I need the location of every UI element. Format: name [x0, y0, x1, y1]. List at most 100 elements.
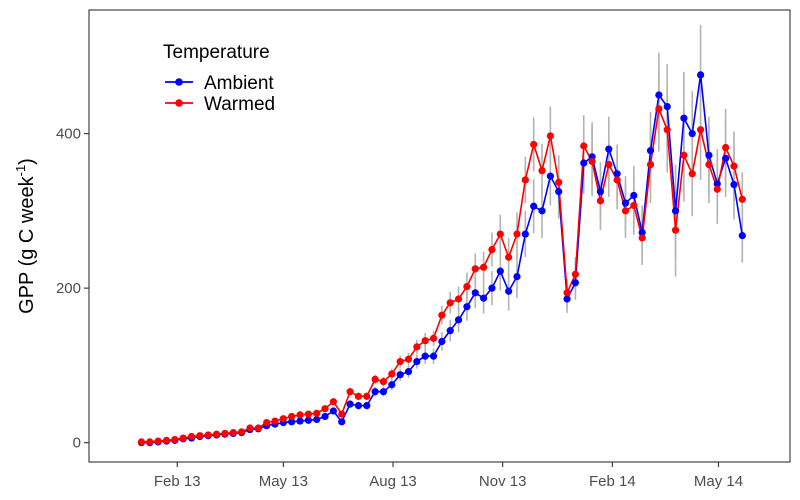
point-warmed: [563, 289, 571, 297]
point-ambient: [413, 357, 421, 366]
point-warmed: [346, 388, 354, 396]
point-ambient: [580, 159, 588, 167]
point-warmed: [630, 201, 638, 210]
point-warmed: [530, 140, 538, 149]
point-ambient: [705, 151, 713, 159]
point-ambient: [655, 91, 663, 99]
point-warmed: [596, 197, 605, 205]
point-warmed: [521, 176, 529, 184]
series-points: [137, 71, 746, 447]
point-warmed: [329, 398, 337, 406]
point-warmed: [179, 434, 187, 442]
point-ambient: [638, 228, 646, 237]
point-warmed: [313, 409, 321, 417]
point-ambient: [304, 416, 312, 424]
point-warmed: [263, 418, 271, 427]
x-axis: Feb 13 May 13 Aug 13 Nov 13 Feb 14 May 14: [154, 462, 743, 490]
legend-label-ambient: Ambient: [204, 73, 274, 94]
point-ambient: [555, 187, 563, 196]
point-ambient: [680, 114, 688, 122]
point-ambient: [379, 388, 388, 396]
point-warmed: [688, 170, 696, 178]
point-warmed: [446, 299, 454, 307]
point-ambient: [530, 202, 538, 210]
point-warmed: [421, 337, 429, 345]
point-ambient: [696, 71, 705, 79]
point-warmed: [187, 432, 196, 441]
y-axis-title: GPP (g C week-1): [13, 158, 38, 314]
point-warmed: [379, 378, 388, 386]
legend-label-warmed: Warmed: [204, 94, 275, 115]
point-warmed: [296, 411, 304, 419]
point-warmed: [730, 162, 738, 170]
y-axis-title-sup: -1: [13, 165, 28, 177]
point-warmed: [621, 207, 630, 215]
point-ambient: [446, 327, 454, 335]
point-warmed: [204, 431, 212, 439]
point-warmed: [454, 295, 463, 303]
point-warmed: [212, 430, 221, 438]
point-warmed: [438, 311, 446, 319]
point-warmed: [237, 428, 246, 436]
point-ambient: [521, 230, 529, 238]
point-warmed: [396, 357, 404, 366]
point-warmed: [471, 265, 479, 273]
point-ambient: [496, 267, 504, 275]
point-ambient: [730, 181, 738, 189]
point-ambient: [321, 412, 329, 421]
point-warmed: [429, 334, 438, 342]
point-warmed: [221, 429, 229, 438]
point-warmed: [288, 412, 296, 421]
point-ambient: [454, 316, 463, 324]
point-ambient: [488, 284, 496, 292]
point-warmed: [371, 375, 379, 383]
x-tick-label: Feb 14: [589, 473, 636, 490]
point-ambient: [480, 294, 488, 302]
point-ambient: [338, 418, 346, 426]
point-warmed: [354, 392, 363, 400]
point-warmed: [655, 105, 663, 113]
point-ambient: [738, 232, 746, 240]
point-warmed: [480, 263, 488, 271]
point-warmed: [638, 234, 646, 242]
point-warmed: [680, 151, 688, 159]
point-warmed: [254, 424, 262, 432]
point-warmed: [196, 432, 204, 440]
point-ambient: [563, 295, 571, 303]
point-ambient: [571, 279, 580, 287]
point-warmed: [338, 410, 346, 418]
point-warmed: [571, 270, 580, 278]
point-warmed: [613, 176, 621, 184]
point-warmed: [738, 195, 746, 203]
point-ambient: [671, 207, 680, 215]
y-tick-label: 200: [56, 280, 81, 297]
y-tick-label: 400: [56, 126, 81, 143]
point-ambient: [429, 352, 438, 360]
point-ambient: [371, 388, 379, 396]
point-ambient: [296, 417, 304, 425]
point-warmed: [663, 126, 671, 134]
x-tick-label: May 13: [259, 473, 308, 490]
point-warmed: [463, 283, 471, 291]
point-ambient: [688, 130, 696, 138]
point-ambient: [438, 337, 446, 346]
point-warmed: [488, 245, 496, 254]
point-warmed: [496, 230, 504, 238]
point-ambient: [546, 172, 554, 180]
point-ambient: [396, 371, 404, 379]
point-ambient: [288, 418, 296, 426]
point-warmed: [246, 424, 254, 432]
point-warmed: [321, 405, 329, 413]
x-tick-label: May 14: [694, 473, 743, 490]
point-warmed: [171, 435, 179, 444]
point-warmed: [154, 437, 162, 445]
point-warmed: [162, 436, 171, 444]
y-tick-label: 0: [73, 435, 81, 452]
point-warmed: [279, 415, 287, 423]
point-warmed: [538, 167, 546, 175]
point-ambient: [605, 145, 613, 153]
point-ambient: [404, 368, 413, 376]
y-axis: 0 200 400: [56, 126, 89, 452]
point-warmed: [546, 132, 554, 140]
